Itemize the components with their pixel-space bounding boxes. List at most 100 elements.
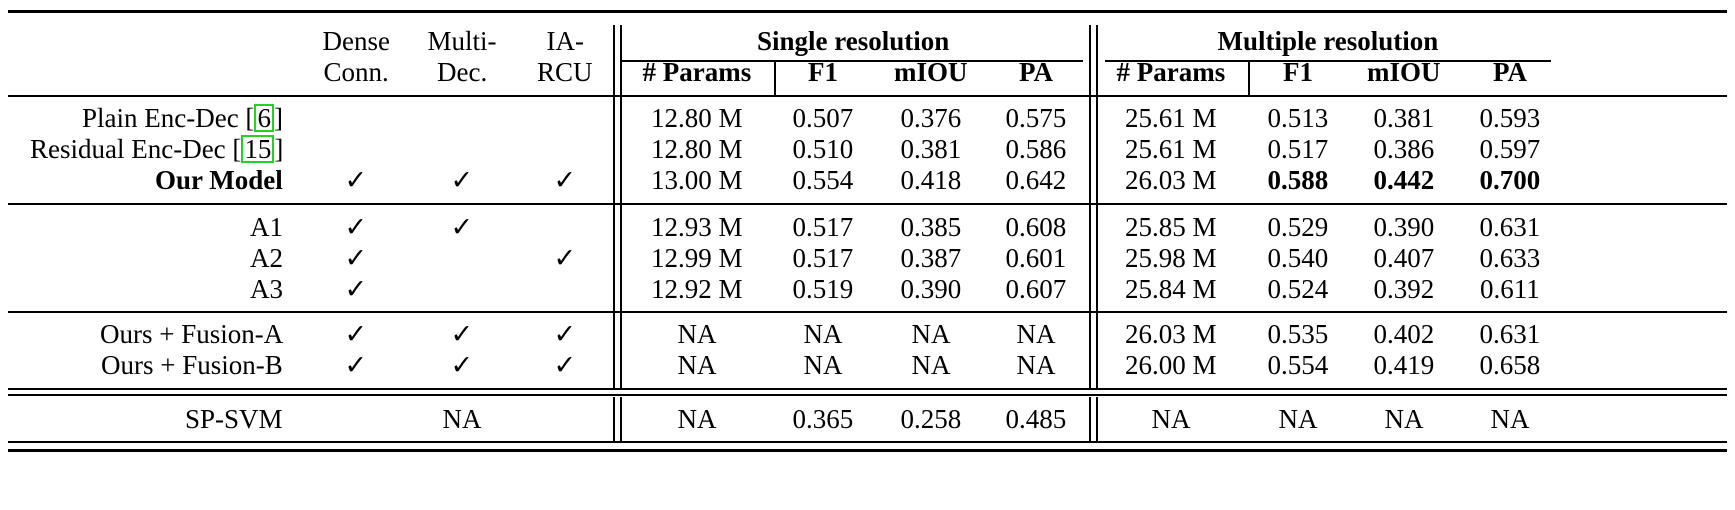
cell-m-pa: 0.597: [1479, 134, 1541, 164]
cell-m-params: 25.61 M: [1125, 103, 1217, 133]
cell-m-pa: 0.700: [1479, 165, 1541, 195]
cell-s-miou: NA: [911, 350, 951, 380]
cell-m-pa: 0.593: [1479, 103, 1541, 133]
header-ia-rcu: RCU: [537, 57, 593, 87]
cell-s-pa: 0.607: [1005, 274, 1067, 304]
cell-s-miou: 0.390: [900, 274, 962, 304]
header-f1: F1: [1283, 57, 1313, 87]
cell-s-miou: 0.381: [900, 134, 962, 164]
row-name: Plain Enc-Dec [6]: [82, 102, 283, 134]
row-name: Ours + Fusion-B: [101, 349, 283, 381]
row-name: Residual Enc-Dec [15]: [30, 133, 283, 165]
cell-s-miou: 0.387: [900, 243, 962, 273]
double-rule-bottom: [8, 394, 1727, 396]
checkmark-icon: ✓: [553, 243, 577, 273]
cell-s-params: 12.80 M: [651, 103, 743, 133]
cell-m-miou: 0.419: [1373, 350, 1435, 380]
cell-s-pa: NA: [1016, 350, 1056, 380]
cell-s-params: 13.00 M: [651, 165, 743, 195]
checkmark-icon: ✓: [344, 165, 368, 195]
cell-s-params: NA: [677, 404, 717, 434]
vrule-multi-left-b-0: [1096, 25, 1098, 388]
cell-m-params: 26.00 M: [1125, 350, 1217, 380]
double-rule-top: [8, 388, 1727, 390]
header-params: # Params: [642, 57, 752, 87]
vrule-single-left-b-1: [620, 397, 622, 442]
cell-s-pa: NA: [1016, 319, 1056, 349]
vrule-single-left-a-0: [613, 25, 615, 388]
checkmark-icon: ✓: [450, 165, 474, 195]
checkmark-icon: ✓: [450, 319, 474, 349]
cell-s-params: 12.80 M: [651, 134, 743, 164]
cell-s-pa: 0.485: [1005, 404, 1067, 434]
vrule-params-single: [774, 60, 776, 95]
header-ia: IA-: [546, 26, 584, 56]
cell-m-params: 25.84 M: [1125, 274, 1217, 304]
cell-m-params: 25.85 M: [1125, 212, 1217, 242]
cell-m-f1: 0.535: [1267, 319, 1329, 349]
cell-s-pa: 0.586: [1005, 134, 1067, 164]
vrule-params-multi: [1248, 60, 1250, 95]
checkmark-icon: ✓: [344, 274, 368, 304]
single-resolution-underline: [620, 60, 1083, 62]
cell-m-params: 25.61 M: [1125, 134, 1217, 164]
header-multi-dec: Dec.: [437, 57, 488, 87]
header-dense-conn: Conn.: [323, 57, 389, 87]
cell-s-params: NA: [677, 350, 717, 380]
cell-m-miou: 0.407: [1373, 243, 1435, 273]
cell-m-miou: 0.442: [1373, 165, 1435, 195]
cell-m-f1: 0.524: [1267, 274, 1329, 304]
row-name: Our Model: [155, 164, 283, 196]
cell-m-f1: 0.588: [1267, 165, 1329, 195]
vrule-multi-left-b-1: [1096, 397, 1098, 442]
cell-m-pa: 0.611: [1480, 274, 1540, 304]
citation-link[interactable]: 15: [241, 135, 275, 163]
row-name: A2: [250, 242, 283, 274]
header-miou: mIOU: [1367, 57, 1441, 87]
row-name-text: Residual Enc-Dec [: [30, 134, 242, 164]
cell-s-f1: NA: [803, 319, 843, 349]
checkmark-icon: ✓: [344, 350, 368, 380]
checkmark-icon: ✓: [553, 350, 577, 380]
citation-link[interactable]: 6: [254, 104, 274, 132]
cell-m-f1: 0.513: [1267, 103, 1329, 133]
na-cell: NA: [442, 404, 482, 434]
header-pa: PA: [1493, 57, 1527, 87]
checkmark-icon: ✓: [553, 319, 577, 349]
row-name-text: SP-SVM: [185, 404, 283, 434]
group-rule-2: [8, 311, 1727, 313]
cell-m-f1: 0.529: [1267, 212, 1329, 242]
cell-s-f1: 0.507: [792, 103, 854, 133]
header-f1: F1: [808, 57, 838, 87]
row-name-text: Ours + Fusion-A: [100, 319, 284, 349]
cell-s-f1: 0.510: [792, 134, 854, 164]
row-name-text: A2: [250, 243, 283, 273]
checkmark-icon: ✓: [553, 165, 577, 195]
cell-s-miou: 0.418: [900, 165, 962, 195]
row-name-text: Plain Enc-Dec [: [82, 103, 255, 133]
cell-m-miou: 0.381: [1373, 103, 1435, 133]
cell-s-pa: 0.642: [1005, 165, 1067, 195]
cell-s-pa: 0.601: [1005, 243, 1067, 273]
cell-m-params: 26.03 M: [1125, 165, 1217, 195]
cell-m-f1: 0.540: [1267, 243, 1329, 273]
cell-m-pa: 0.633: [1479, 243, 1541, 273]
cell-s-params: 12.99 M: [651, 243, 743, 273]
cell-s-f1: 0.554: [792, 165, 854, 195]
cell-s-params: NA: [677, 319, 717, 349]
row-name: Ours + Fusion-A: [100, 318, 283, 350]
cell-m-f1: 0.554: [1267, 350, 1329, 380]
cell-m-pa: NA: [1490, 404, 1530, 434]
header-dense: Dense: [322, 26, 390, 56]
header-multi: Multi-: [427, 26, 497, 56]
cell-m-params: 25.98 M: [1125, 243, 1217, 273]
cell-s-params: 12.93 M: [651, 212, 743, 242]
cell-m-pa: 0.631: [1479, 319, 1541, 349]
row-name: A1: [250, 211, 283, 243]
checkmark-icon: ✓: [450, 212, 474, 242]
cell-s-f1: 0.519: [792, 274, 854, 304]
cell-s-miou: NA: [911, 319, 951, 349]
row-name: A3: [250, 273, 283, 305]
cell-m-pa: 0.658: [1479, 350, 1541, 380]
